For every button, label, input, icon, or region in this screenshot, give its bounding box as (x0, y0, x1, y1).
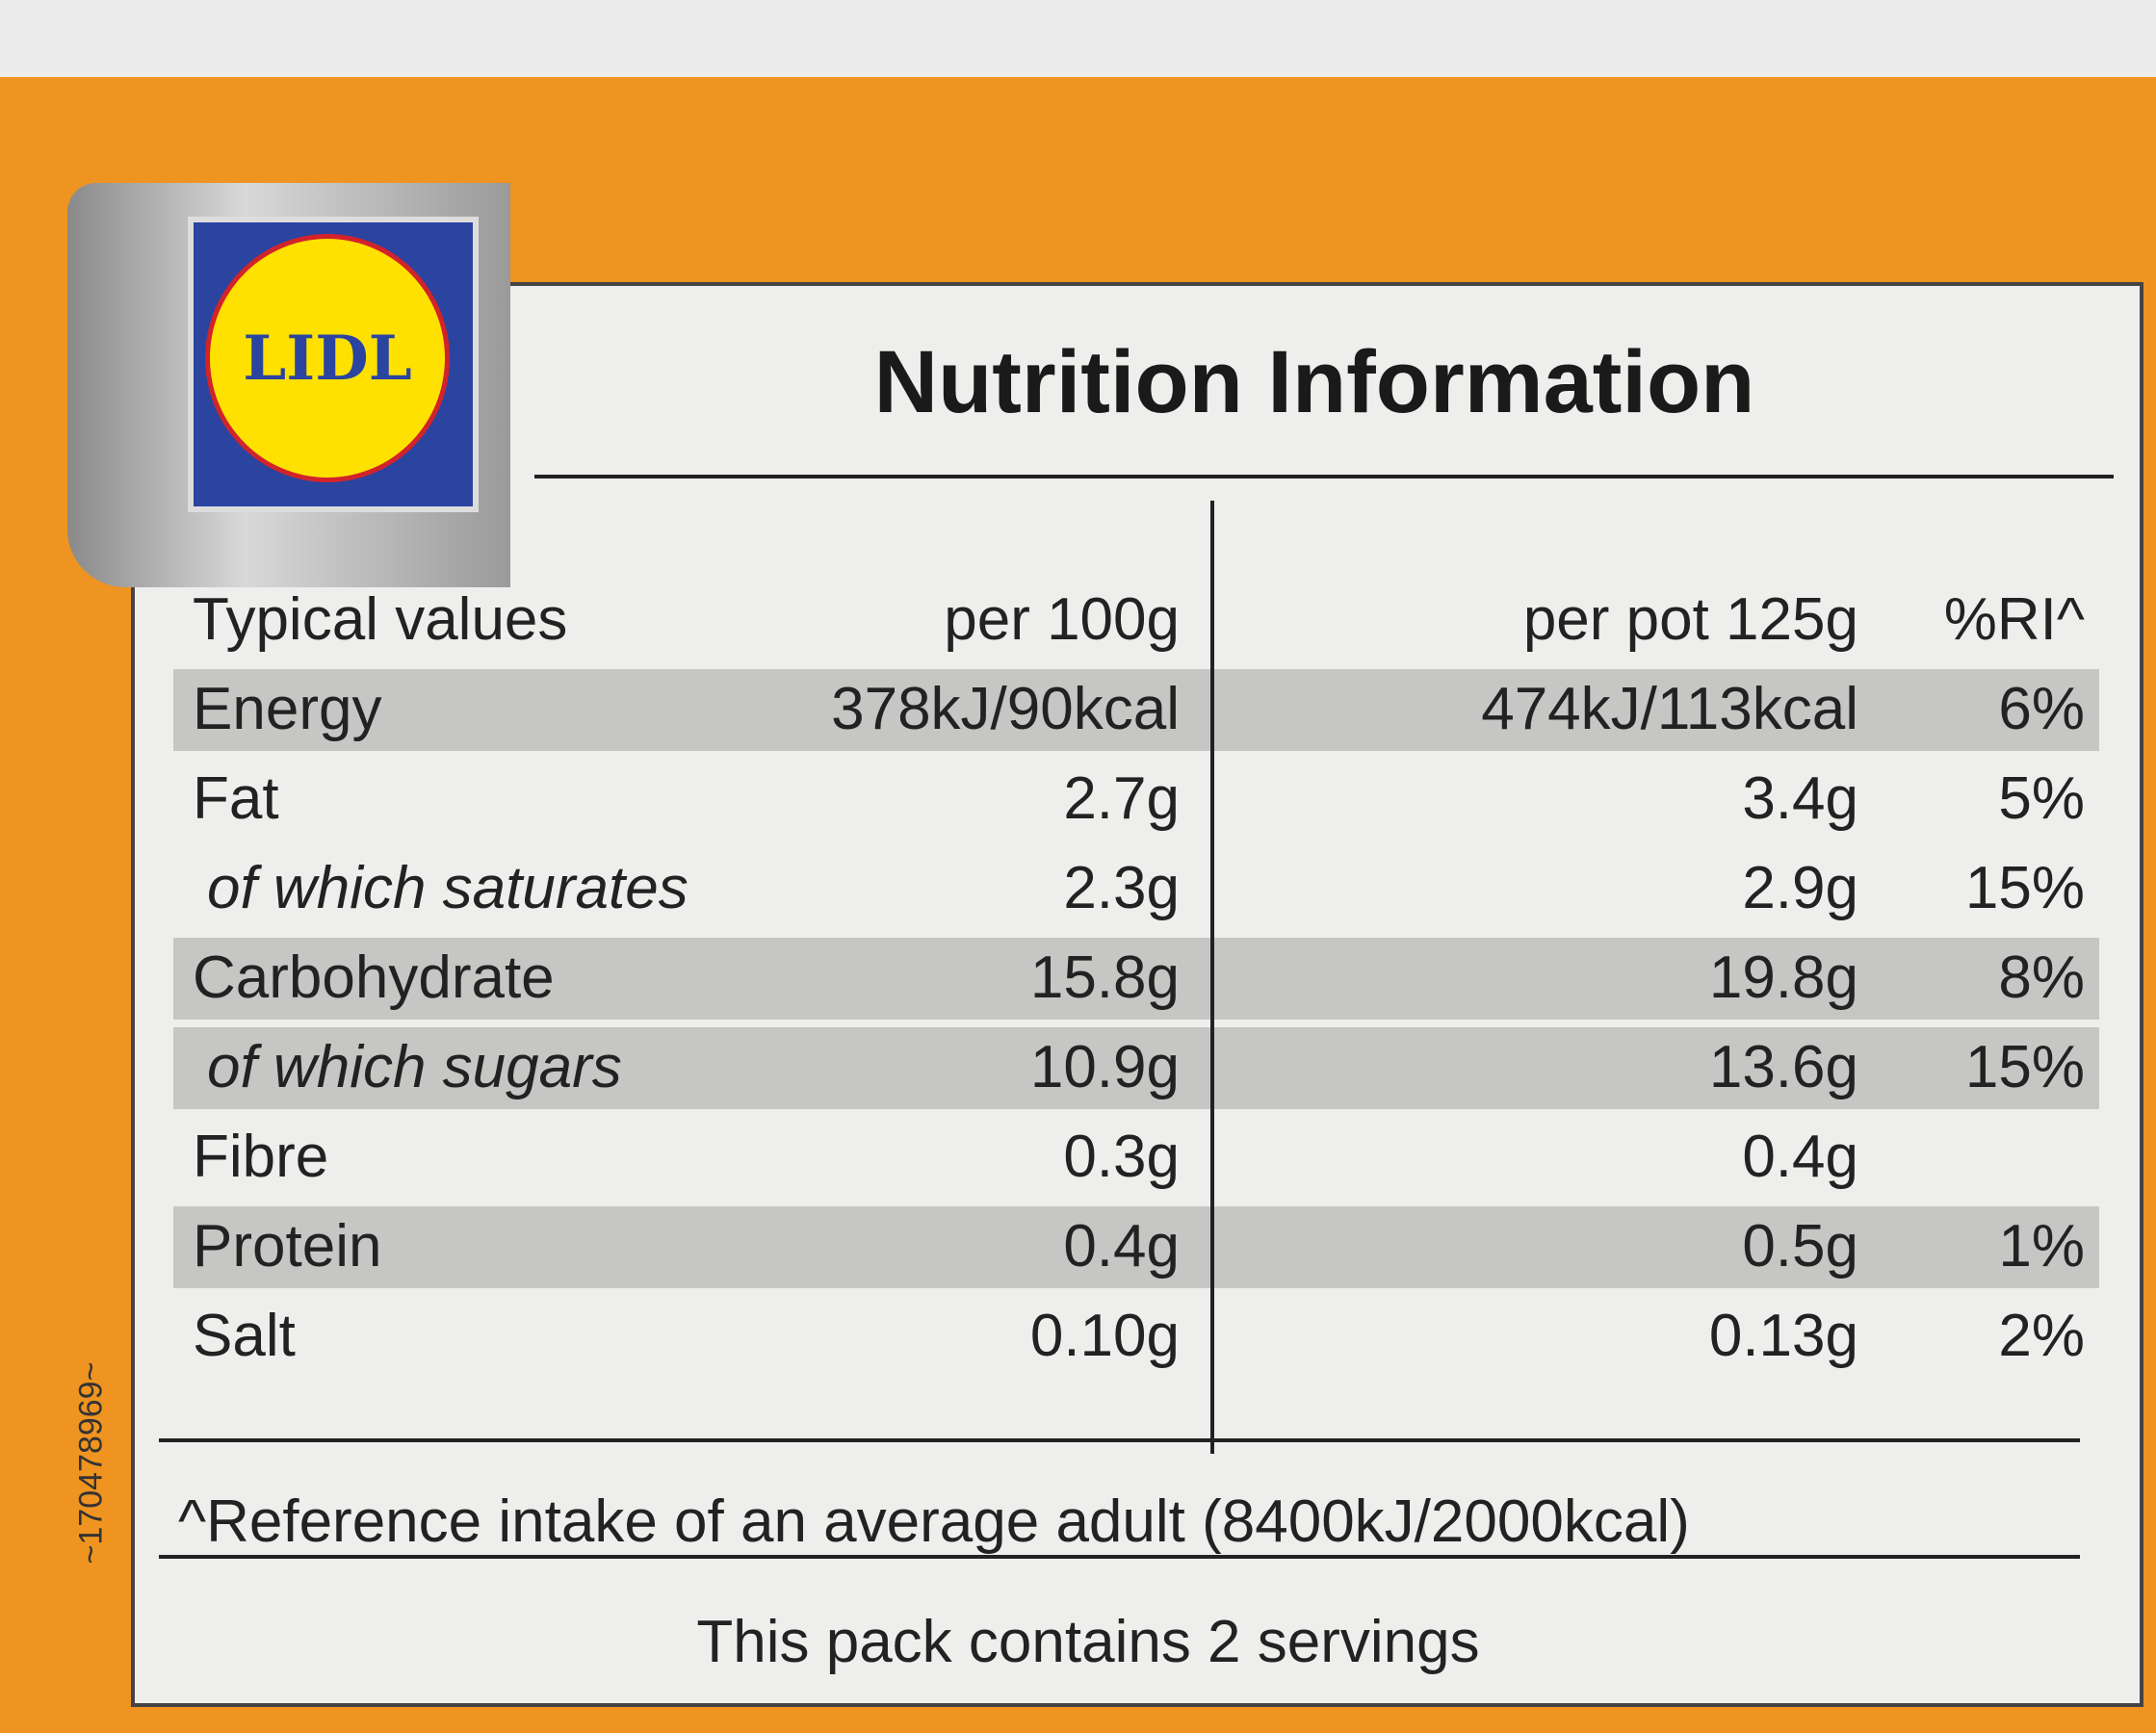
footnote: ^Reference intake of an average adult (8… (178, 1488, 1690, 1555)
nutrient: Protein (193, 1213, 382, 1280)
per-portion: 0.4g (1742, 1124, 1858, 1190)
per-100g: 15.8g (1029, 944, 1180, 1011)
nutrient: Fibre (193, 1124, 329, 1190)
row-shading (173, 669, 2099, 751)
per-100g: 2.7g (1063, 765, 1180, 832)
ri-percent: 15% (1964, 855, 2085, 921)
logo: LIDL (188, 217, 479, 512)
column-divider (1210, 501, 1214, 1454)
per-portion: 3.4g (1742, 765, 1858, 832)
per-portion: 474kJ/113kcal (1481, 676, 1858, 742)
nutrient: Energy (193, 676, 382, 742)
column-header: per 100g (944, 586, 1180, 653)
per-100g: 0.4g (1063, 1213, 1180, 1280)
per-portion: 0.5g (1742, 1213, 1858, 1280)
per-portion: 13.6g (1708, 1034, 1858, 1100)
nutrient: Fat (193, 765, 279, 832)
ri-percent: 8% (1998, 944, 2085, 1011)
rule (159, 1555, 2080, 1559)
per-100g: 378kJ/90kcal (831, 676, 1180, 742)
per-portion: 19.8g (1708, 944, 1858, 1011)
ri-percent: 1% (1998, 1213, 2085, 1280)
column-header: per pot 125g (1522, 586, 1858, 653)
per-100g: 10.9g (1029, 1034, 1180, 1100)
ri-percent: 6% (1998, 676, 2085, 742)
row-shading (173, 1027, 2099, 1109)
row-shading (173, 938, 2099, 1020)
per-100g: 0.3g (1063, 1124, 1180, 1190)
ri-percent: 15% (1964, 1034, 2085, 1100)
ri-percent: 2% (1998, 1303, 2085, 1369)
row-shading (173, 1206, 2099, 1288)
nutrient: of which sugars (207, 1034, 622, 1100)
per-100g: 0.10g (1029, 1303, 1180, 1369)
logo-text: LIDL (205, 234, 450, 482)
ri-percent: 5% (1998, 765, 2085, 832)
per-portion: 0.13g (1708, 1303, 1858, 1369)
servings: This pack contains 2 servings (696, 1609, 1480, 1675)
column-header: Typical values (193, 586, 568, 653)
column-header: %RI^ (1943, 586, 2085, 653)
rule (534, 475, 2114, 479)
per-100g: 2.3g (1063, 855, 1180, 921)
nutrient: Salt (193, 1303, 296, 1369)
batch-code: ~170478969~ (72, 1361, 110, 1565)
nutrient: Carbohydrate (193, 944, 555, 1011)
title: Nutrition Information (873, 333, 1755, 431)
nutrient: of which saturates (207, 855, 688, 921)
per-portion: 2.9g (1742, 855, 1858, 921)
rule (159, 1438, 2080, 1442)
